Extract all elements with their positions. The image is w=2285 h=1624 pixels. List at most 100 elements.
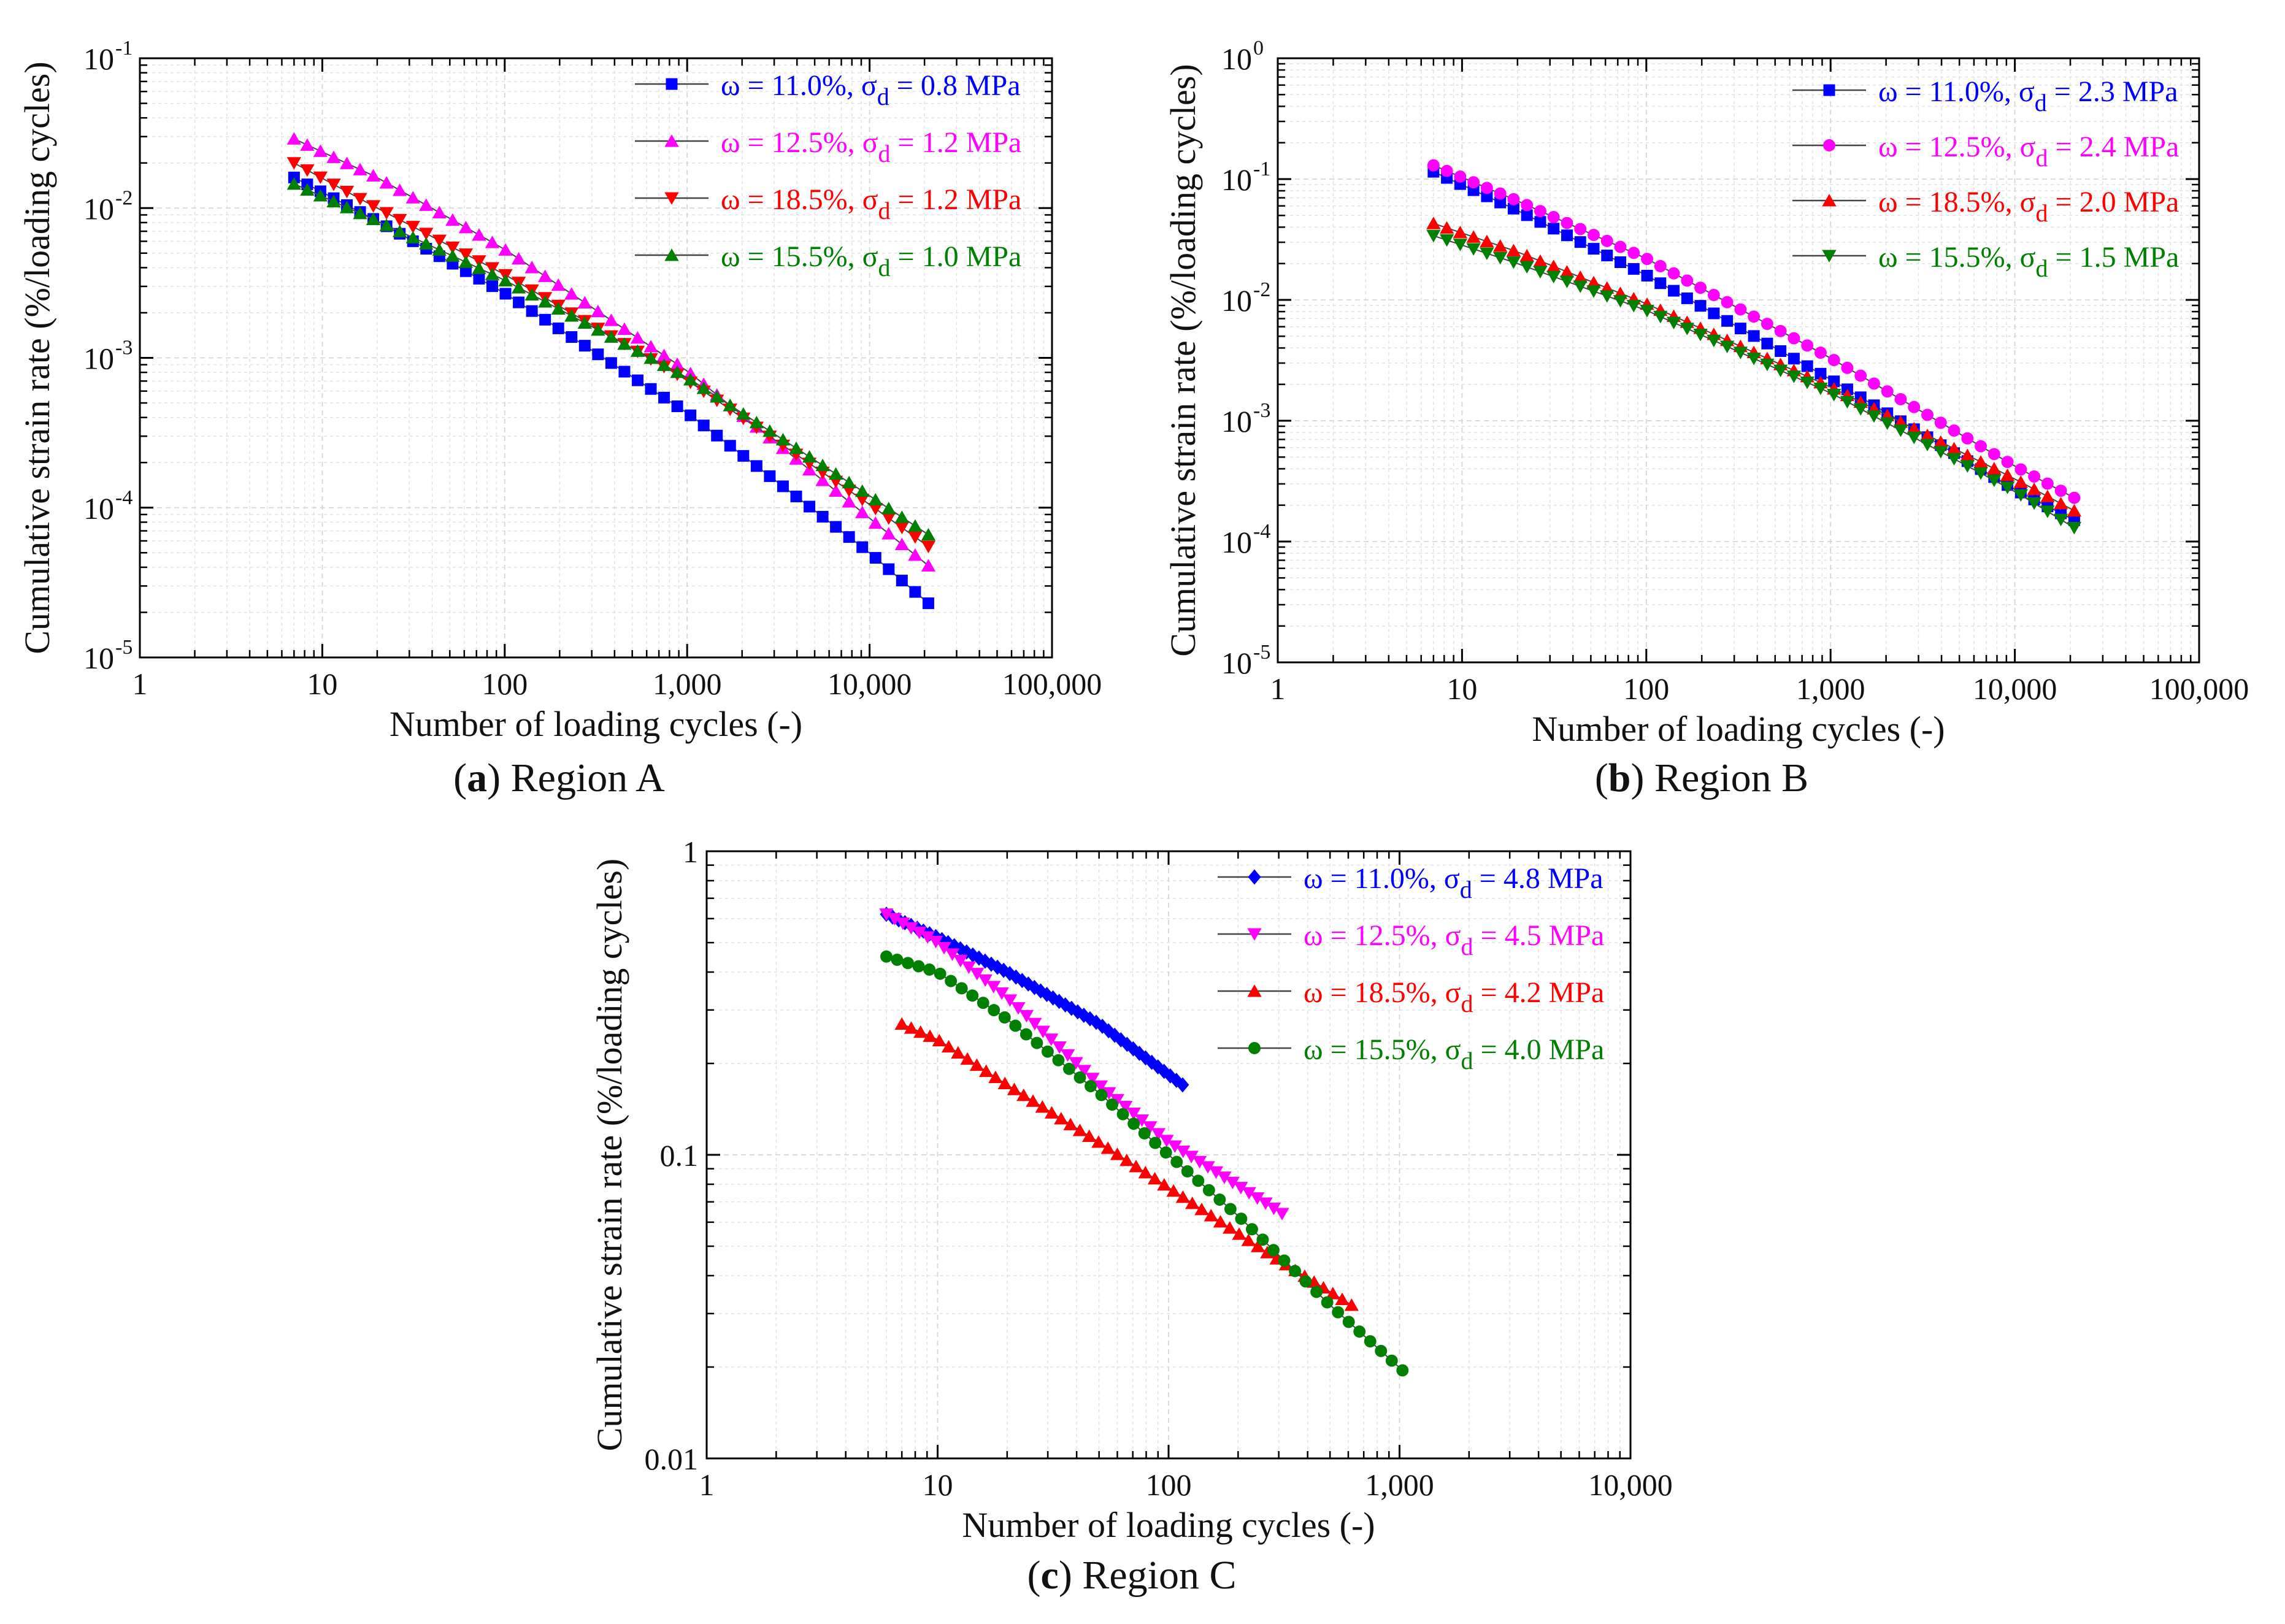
data-point <box>1170 1073 1183 1089</box>
data-point <box>1533 266 1548 279</box>
data-point <box>1814 347 1827 359</box>
data-point <box>1733 347 1748 359</box>
legend-marker <box>664 192 679 205</box>
data-point <box>564 309 579 322</box>
data-point <box>1867 410 1881 423</box>
data-point <box>762 424 777 437</box>
data-point <box>473 272 485 285</box>
legend-label: ω = 12.5%, σd = 1.2 MPa <box>721 126 1021 167</box>
data-point <box>711 429 723 442</box>
data-point <box>1734 303 1747 316</box>
data-point <box>1003 965 1016 981</box>
data-point <box>498 274 513 287</box>
data-point <box>1151 1059 1165 1075</box>
data-point <box>605 357 617 369</box>
data-point <box>1119 1154 1134 1166</box>
data-point <box>2068 491 2081 504</box>
data-point <box>1626 300 1641 313</box>
data-point <box>1440 164 1453 177</box>
data-point <box>1204 1209 1218 1222</box>
data-point <box>894 537 910 551</box>
data-point <box>945 948 960 961</box>
data-point <box>472 255 486 268</box>
data-point <box>313 144 328 157</box>
data-point <box>1694 282 1707 294</box>
data-point <box>458 220 474 234</box>
data-point <box>1707 289 1720 301</box>
data-point <box>1100 1141 1115 1154</box>
data-point <box>671 400 683 412</box>
data-point <box>1439 221 1454 234</box>
data-point <box>1946 453 1962 466</box>
y-tick-exponent: -5 <box>115 636 132 659</box>
data-point <box>1157 1178 1172 1191</box>
data-point <box>1559 275 1575 288</box>
data-point <box>685 409 697 421</box>
data-point <box>908 548 923 561</box>
data-point <box>2014 463 2027 476</box>
data-point <box>1071 1004 1085 1020</box>
data-point <box>934 967 947 980</box>
data-point <box>1106 1098 1119 1111</box>
data-point <box>1044 1033 1059 1046</box>
data-point <box>1707 334 1721 348</box>
data-point <box>1034 983 1048 999</box>
x-axis-title: Number of loading cycles (-) <box>1532 709 1945 749</box>
data-point <box>855 484 870 497</box>
data-point <box>458 248 474 261</box>
data-point <box>1721 296 1734 308</box>
data-point <box>1110 1147 1125 1160</box>
data-point <box>997 1076 1012 1090</box>
data-point <box>1880 417 1895 430</box>
data-point <box>1138 1165 1153 1179</box>
data-point <box>985 956 998 972</box>
data-point <box>432 234 447 248</box>
x-tick-label: 1,000 <box>1365 1468 1434 1502</box>
data-point <box>960 1052 975 1065</box>
x-tick-label: 100 <box>482 667 528 701</box>
data-point <box>1480 182 1493 194</box>
data-point <box>1166 1184 1181 1197</box>
y-tick-label: 10 <box>1221 646 1252 680</box>
data-point <box>1375 1344 1388 1357</box>
data-point <box>445 249 460 262</box>
data-point <box>656 358 672 371</box>
series-2 <box>879 908 1289 1220</box>
legend-label: ω = 12.5%, σd = 4.5 MPa <box>1304 919 1604 960</box>
data-point <box>961 961 977 974</box>
grid <box>1277 58 2200 663</box>
data-point <box>1534 205 1546 218</box>
data-point <box>286 177 301 190</box>
data-point <box>966 989 979 1002</box>
data-point <box>1158 1063 1171 1079</box>
legend-marker <box>666 78 678 90</box>
data-point <box>1614 240 1627 253</box>
data-point <box>1224 1203 1237 1216</box>
data-point <box>1708 307 1720 320</box>
data-point <box>419 237 434 250</box>
data-point <box>1077 1065 1092 1078</box>
data-point <box>1085 1073 1100 1086</box>
data-point <box>379 176 394 189</box>
data-point <box>1267 1244 1280 1257</box>
data-point <box>921 559 936 572</box>
data-point <box>1072 1124 1088 1136</box>
data-point <box>1641 269 1653 282</box>
data-point <box>1786 370 1802 383</box>
data-point <box>1342 1316 1355 1328</box>
data-point <box>1031 1036 1043 1049</box>
data-point <box>1987 474 2002 488</box>
data-point <box>419 198 434 211</box>
data-point <box>2001 456 2014 469</box>
data-point <box>909 586 921 598</box>
data-point <box>1666 316 1681 329</box>
x-tick-label: 1,000 <box>1796 672 1865 706</box>
data-point <box>994 987 1009 1000</box>
panel-caption: (a) Region A <box>453 756 665 800</box>
data-point <box>932 1033 947 1047</box>
data-point <box>804 500 816 513</box>
data-point <box>566 331 578 343</box>
data-point <box>670 365 685 378</box>
data-point <box>1801 339 1814 352</box>
x-tick-label: 100,000 <box>2149 672 2249 706</box>
